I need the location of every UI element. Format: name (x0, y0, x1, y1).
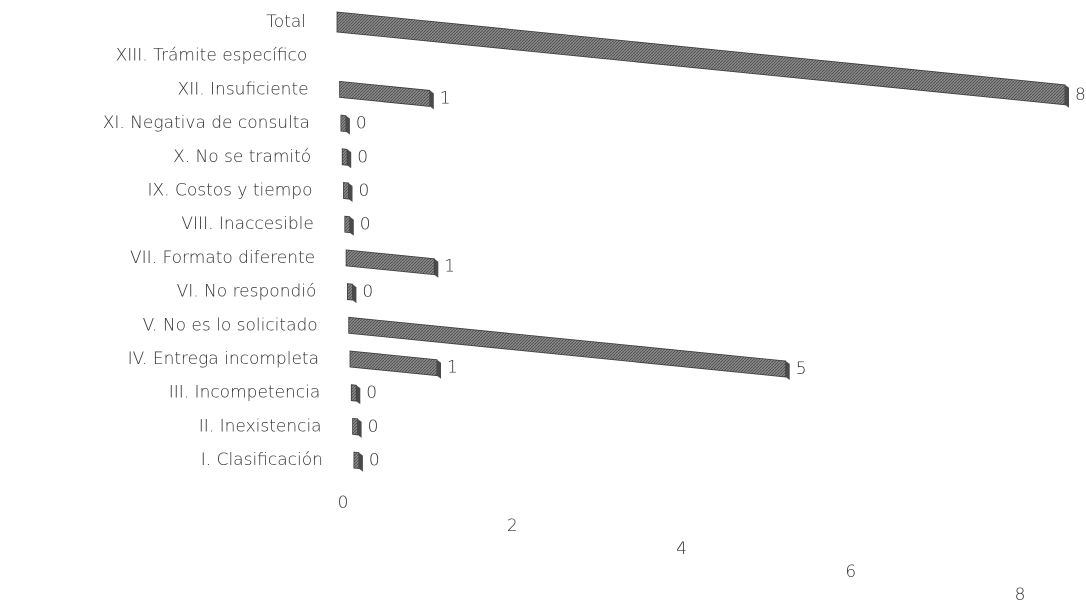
category-label: Total (266, 12, 306, 32)
x-tick-label: 8 (1015, 585, 1026, 605)
category-label: IV. Entrega incompleta (128, 349, 319, 369)
bar-side (1065, 84, 1069, 108)
category-label: IX. Costos y tiempo (148, 181, 313, 201)
bar (344, 215, 351, 234)
bar-side (352, 284, 357, 304)
bar-side (437, 359, 441, 379)
value-label: 8 (1075, 85, 1086, 105)
value-label: 1 (444, 257, 455, 277)
bar (341, 148, 348, 166)
x-tick-label: 6 (845, 562, 856, 582)
value-label: 0 (362, 282, 373, 302)
bar (350, 384, 357, 402)
bar (352, 417, 359, 436)
category-label: V. No es lo solicitado (143, 315, 318, 335)
category-label: X. No se tramitó (173, 147, 311, 167)
category-label: XIII. Trámite específico (116, 46, 308, 66)
bar-side (434, 258, 439, 278)
bar-side (358, 452, 363, 472)
bar (340, 114, 347, 133)
bar-side (349, 216, 354, 236)
bar (353, 451, 360, 470)
x-tick-label: 2 (507, 516, 518, 536)
bar (345, 249, 435, 276)
x-tick-label: 0 (338, 493, 349, 513)
value-label: 0 (356, 114, 367, 134)
bar-side (347, 149, 352, 169)
bar (349, 350, 438, 377)
category-label: XI. Negativa de consulta (103, 113, 310, 133)
value-label: 0 (366, 383, 377, 403)
value-label: 0 (368, 417, 379, 437)
category-label: VIII. Inaccesible (181, 214, 313, 234)
category-label: II. Inexistencia (199, 416, 322, 436)
value-label: 1 (440, 88, 451, 108)
bar-side (345, 115, 350, 135)
value-label: 0 (359, 181, 370, 201)
bar-side (348, 183, 353, 202)
value-label: 1 (447, 358, 458, 378)
bar (346, 283, 353, 301)
value-label: 0 (360, 215, 371, 235)
value-label: 0 (369, 451, 380, 471)
category-label: I. Clasificación (201, 450, 323, 470)
x-tick-label: 4 (676, 539, 687, 559)
category-label: III. Incompetencia (169, 383, 321, 403)
value-label: 0 (357, 147, 368, 167)
bar (343, 182, 349, 200)
bar-side (429, 90, 434, 110)
bar-side (785, 361, 790, 380)
value-label: 5 (796, 359, 807, 379)
category-label: VI. No respondió (177, 282, 317, 302)
bar-side (357, 418, 362, 438)
bar (339, 80, 431, 107)
category-label: VII. Formato diferente (130, 248, 315, 268)
bar-side (356, 385, 361, 405)
category-label: XII. Insuficiente (178, 79, 309, 99)
